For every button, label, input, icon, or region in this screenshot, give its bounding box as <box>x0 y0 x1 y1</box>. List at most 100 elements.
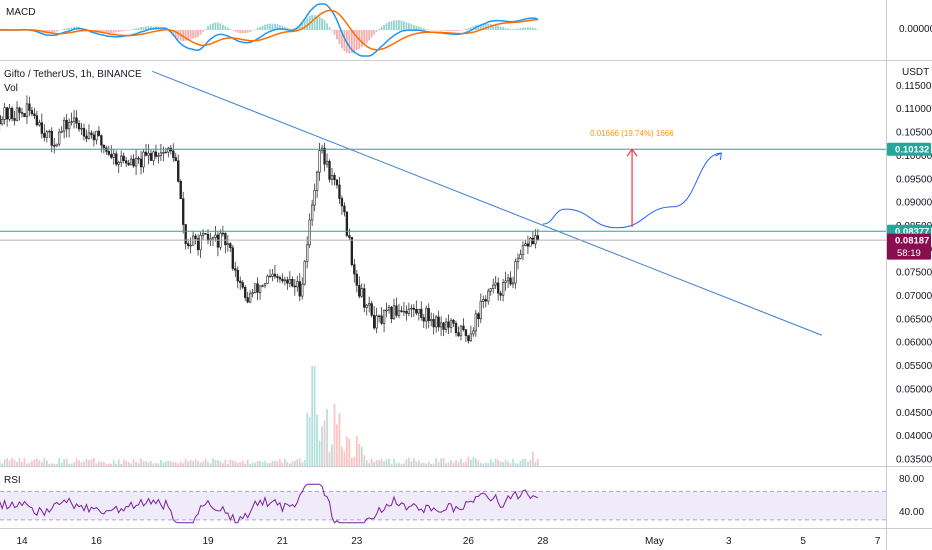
volume-bar <box>241 460 244 466</box>
volume-bar <box>83 461 85 466</box>
macd-hist-bar <box>323 20 326 30</box>
macd-hist-bar <box>512 28 514 30</box>
candle-body <box>318 150 321 173</box>
macd-hist-bar <box>172 30 175 35</box>
candle-body <box>323 147 326 165</box>
macd-hist-bar <box>326 23 328 30</box>
macd-hist-bar <box>509 29 512 30</box>
macd-hist-bar <box>48 30 51 34</box>
candle-body <box>38 122 41 126</box>
macd-hist-bar <box>353 30 356 52</box>
macd-hist-bar <box>291 28 294 30</box>
volume-bar <box>353 456 356 466</box>
macd-hist-bar <box>373 30 376 35</box>
macd-hist-bar <box>276 24 279 30</box>
candle-body <box>196 238 200 251</box>
volume-bar <box>177 463 180 466</box>
candle-body <box>313 190 316 206</box>
volume-bar <box>155 462 157 466</box>
volume-bar <box>522 458 524 466</box>
candle-body <box>350 237 354 265</box>
volume-bar <box>432 463 435 466</box>
volume-bar <box>93 458 95 466</box>
volume-bar <box>482 463 485 466</box>
macd-hist-bar <box>492 24 495 30</box>
candle-body <box>392 305 396 320</box>
candle-body <box>266 275 269 284</box>
candle-body <box>462 325 465 331</box>
candle-body <box>62 119 66 132</box>
volume-bar <box>360 446 363 466</box>
volume-bar <box>499 461 502 466</box>
descending-trendline[interactable] <box>152 70 822 336</box>
candle-body <box>35 115 39 126</box>
macd-hist-bar <box>519 28 522 30</box>
time-axis-label: 14 <box>16 536 28 547</box>
currency-label: USDT <box>902 67 929 78</box>
volume-bar <box>398 462 400 466</box>
volume-bar <box>135 462 137 466</box>
candle-body <box>459 325 463 337</box>
macd-hist-bar <box>234 30 237 32</box>
volume-bar <box>465 461 467 466</box>
macd-hist-bar <box>507 28 509 30</box>
candle-body <box>377 315 381 317</box>
candle-body <box>385 309 388 312</box>
volume-bar <box>348 438 351 466</box>
volume-bar <box>470 459 472 466</box>
candle-body <box>372 314 376 329</box>
macd-hist-bar <box>514 28 517 30</box>
volume-bar <box>447 462 450 466</box>
price-axis-tick: 0.04000 <box>896 431 932 442</box>
macd-label: MACD <box>6 7 35 18</box>
candle-body <box>417 308 420 314</box>
volume-bar <box>276 461 279 466</box>
volume-bar <box>179 461 182 466</box>
volume-bar <box>365 460 368 466</box>
candle-body <box>407 308 411 314</box>
volume-bar <box>38 459 41 466</box>
price-range-measure[interactable]: 0.01666 (19.74%) 1666 <box>590 129 722 228</box>
volume-bar <box>457 461 460 466</box>
volume-bar <box>199 462 202 466</box>
volume-bar <box>321 426 323 466</box>
candle-body <box>402 310 406 313</box>
volume-bar <box>115 463 118 466</box>
volume-bar <box>80 462 83 466</box>
volume-bar <box>442 458 445 466</box>
volume-bar <box>494 458 497 466</box>
macd-hist-bar <box>70 27 73 30</box>
macd-hist-bar <box>348 30 351 54</box>
candle-body <box>410 307 413 310</box>
price-axis-tick: 0.09500 <box>896 174 932 185</box>
candle-body <box>291 278 294 287</box>
macd-hist-bar <box>494 24 497 30</box>
macd-hist-bar <box>184 30 187 41</box>
candle-body <box>454 323 458 333</box>
volume-bar <box>164 461 167 466</box>
volume-bar <box>504 459 507 466</box>
candle-body <box>499 292 502 296</box>
candle-body <box>529 237 532 247</box>
candle-body <box>268 275 272 278</box>
time-axis-label: 19 <box>202 536 214 547</box>
volume-bar <box>229 459 232 466</box>
candlesticks <box>0 95 540 344</box>
macd-hist-bar <box>422 28 425 30</box>
candle-body <box>216 234 220 248</box>
volume-bar <box>184 458 187 466</box>
volume-bar <box>254 463 256 466</box>
projection-path[interactable] <box>542 152 722 229</box>
candle-body <box>452 319 455 324</box>
macd-hist-bar <box>271 23 274 30</box>
volume-bar <box>489 459 492 466</box>
volume-bar <box>400 463 403 466</box>
macd-hist-bar <box>338 30 341 45</box>
volume-bar <box>281 462 284 466</box>
volume-bar <box>11 458 13 466</box>
volume-bar <box>388 458 390 466</box>
macd-hist-bar <box>224 26 227 30</box>
macd-hist-bar <box>390 21 393 30</box>
macd-hist-bar <box>63 28 66 30</box>
